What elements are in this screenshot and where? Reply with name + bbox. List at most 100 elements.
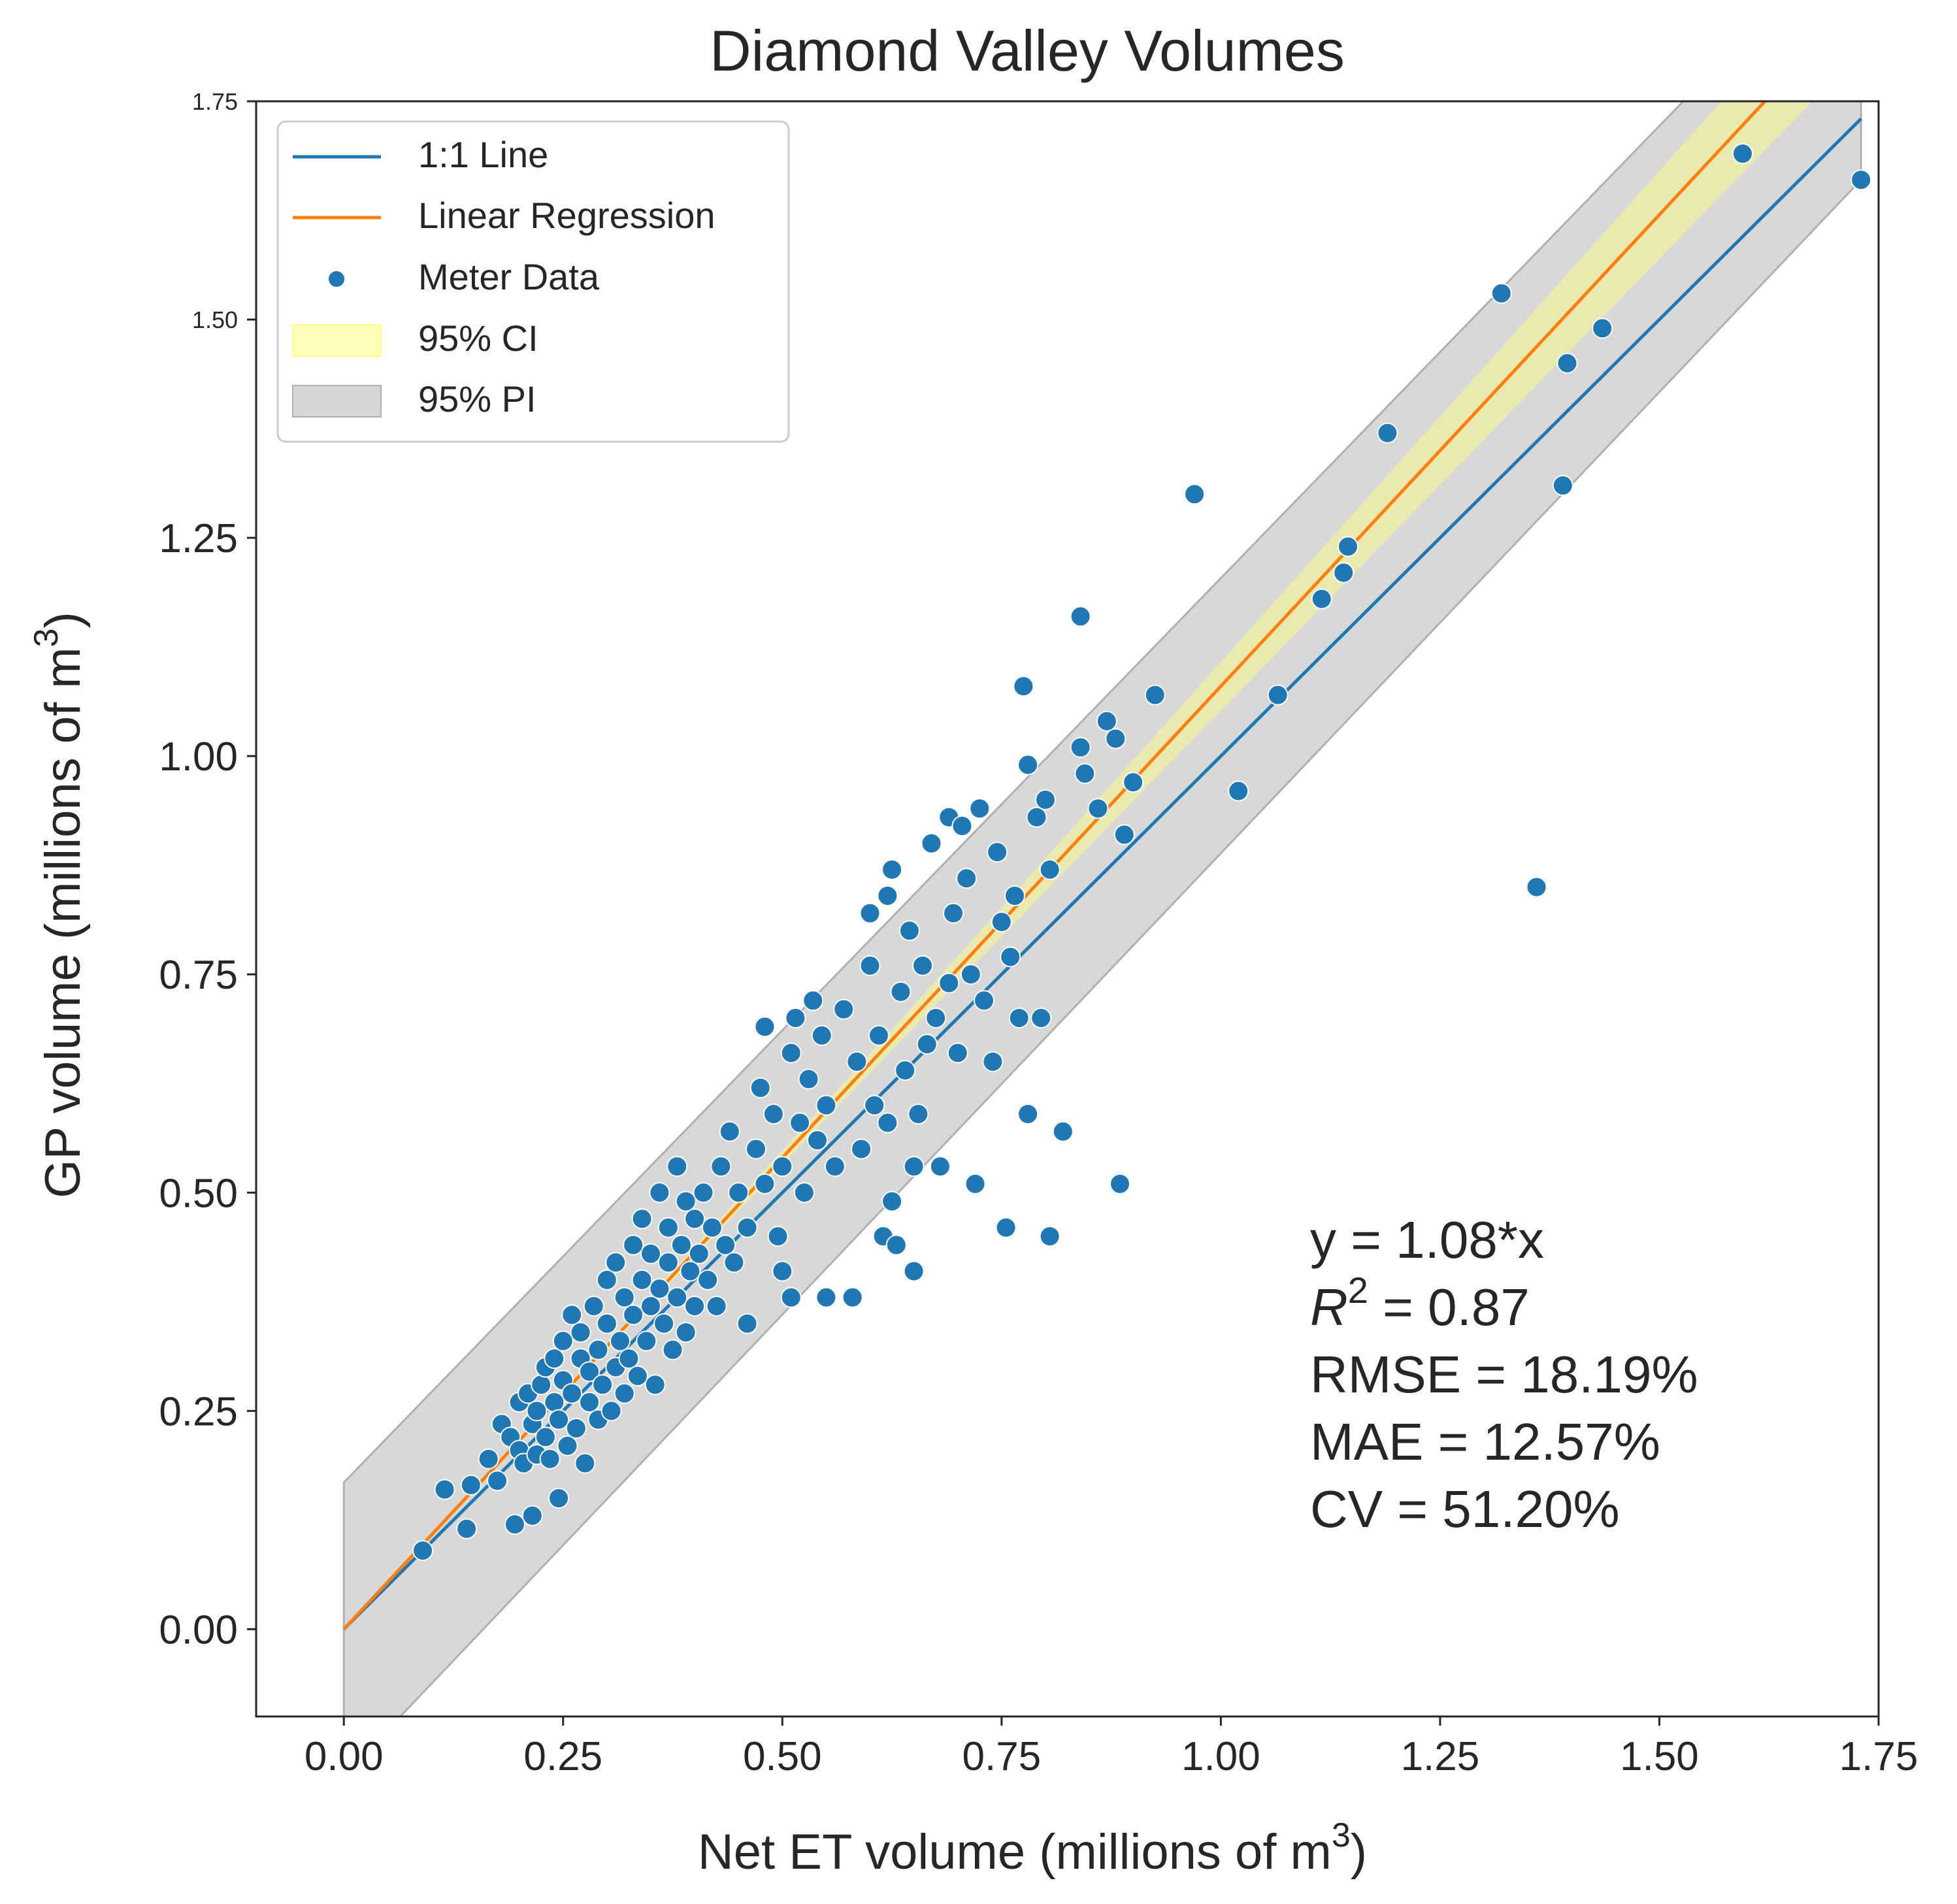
meter-data-point bbox=[995, 1217, 1017, 1238]
meter-data-point bbox=[688, 1243, 710, 1264]
meter-data-point bbox=[947, 1042, 968, 1064]
meter-data-point bbox=[649, 1278, 670, 1300]
meter-data-point bbox=[487, 1470, 508, 1492]
x-tick-label: 1.50 bbox=[1620, 1734, 1699, 1779]
meter-data-point bbox=[1228, 780, 1249, 802]
x-tick-label: 0.75 bbox=[962, 1734, 1042, 1779]
y-tick-label: 0.75 bbox=[159, 953, 238, 998]
meter-data-point bbox=[640, 1295, 661, 1317]
equation-text: y = 1.08*x bbox=[1310, 1211, 1544, 1269]
meter-data-point bbox=[478, 1448, 499, 1469]
meter-data-point bbox=[614, 1383, 635, 1404]
meter-data-point bbox=[736, 1313, 758, 1334]
meter-data-point bbox=[890, 981, 912, 1002]
meter-data-point bbox=[662, 1339, 683, 1360]
meter-data-point bbox=[570, 1322, 591, 1343]
rmse-text: RMSE = 18.19% bbox=[1310, 1345, 1698, 1403]
meter-data-point bbox=[1144, 684, 1166, 706]
meter-data-point bbox=[1526, 876, 1547, 898]
chart-title: Diamond Valley Volumes bbox=[710, 18, 1345, 83]
cv-text: CV = 51.20% bbox=[1310, 1480, 1620, 1538]
r-squared-text: R2 = 0.87 bbox=[1310, 1270, 1530, 1336]
meter-data-point bbox=[877, 1112, 898, 1134]
meter-data-point bbox=[574, 1453, 596, 1474]
meter-data-point bbox=[552, 1330, 574, 1352]
meter-data-point bbox=[640, 1243, 661, 1264]
y-tick-label: 0.00 bbox=[159, 1607, 238, 1652]
meter-data-point bbox=[749, 1077, 771, 1098]
meter-data-point bbox=[1034, 789, 1056, 810]
meter-data-point bbox=[684, 1208, 706, 1230]
meter-data-point bbox=[969, 798, 991, 819]
meter-data-point bbox=[666, 1287, 688, 1308]
meter-data-point bbox=[1052, 1121, 1074, 1142]
meter-data-point bbox=[623, 1304, 644, 1326]
meter-data-point bbox=[824, 1156, 846, 1177]
meter-data-point bbox=[785, 1008, 806, 1029]
meter-data-point bbox=[596, 1269, 617, 1290]
meter-data-point bbox=[557, 1435, 578, 1456]
meter-data-point bbox=[851, 1138, 872, 1160]
meter-data-point bbox=[921, 832, 942, 854]
plot-area bbox=[342, 101, 1872, 1716]
meter-data-point bbox=[881, 1190, 903, 1212]
meter-data-point bbox=[754, 1016, 776, 1038]
meter-data-point bbox=[579, 1361, 600, 1383]
meter-data-point bbox=[1074, 763, 1096, 784]
meter-data-point bbox=[670, 1234, 692, 1256]
meter-data-point bbox=[1017, 754, 1039, 776]
x-axis-label: Net ET volume (millions of m3) bbox=[698, 1816, 1367, 1880]
meter-data-point bbox=[544, 1348, 565, 1370]
meter-data-point bbox=[631, 1269, 653, 1290]
meter-data-point bbox=[1732, 143, 1753, 165]
meter-data-point bbox=[746, 1138, 767, 1160]
meter-data-point bbox=[618, 1348, 640, 1370]
meter-data-point bbox=[627, 1365, 648, 1387]
meter-data-point bbox=[1030, 1008, 1052, 1029]
meter-data-point bbox=[1070, 606, 1091, 627]
meter-data-point bbox=[1592, 318, 1613, 339]
meter-data-point bbox=[600, 1400, 622, 1422]
meter-data-point bbox=[609, 1330, 631, 1352]
meter-data-point bbox=[903, 1260, 925, 1282]
meter-data-point bbox=[596, 1313, 617, 1334]
meter-data-point bbox=[657, 1217, 679, 1238]
meter-data-point bbox=[644, 1374, 666, 1396]
meter-data-point bbox=[693, 1182, 714, 1204]
y-axis-ticks: 0.00 0.25 0.50 0.75 1.00 1.25 1.50 1.75 bbox=[159, 88, 256, 1652]
meter-data-point bbox=[680, 1260, 701, 1282]
meter-data-point bbox=[697, 1269, 719, 1290]
meter-data-point bbox=[456, 1518, 478, 1539]
meter-data-point bbox=[859, 902, 881, 924]
meter-data-point bbox=[1552, 474, 1573, 496]
y-tick-label: 0.50 bbox=[159, 1171, 238, 1216]
meter-data-point bbox=[539, 1448, 561, 1469]
axes-frame bbox=[255, 100, 1880, 1718]
meter-data-point bbox=[938, 972, 960, 994]
legend-label-95-ci: 95% CI bbox=[418, 318, 538, 359]
meter-data-point bbox=[846, 1051, 868, 1072]
meter-data-point bbox=[531, 1374, 552, 1396]
y-tick-label: 0.25 bbox=[159, 1389, 238, 1434]
meter-data-point bbox=[1311, 588, 1332, 610]
meter-data-point bbox=[1556, 352, 1578, 374]
meter-data-point bbox=[666, 1156, 688, 1177]
meter-data-point bbox=[895, 1060, 916, 1081]
meter-data-point bbox=[728, 1182, 749, 1204]
meter-data-point bbox=[877, 885, 898, 906]
meter-data-point bbox=[521, 1505, 543, 1526]
meter-data-point bbox=[723, 1252, 745, 1273]
meter-data-point bbox=[916, 1034, 938, 1055]
meter-data-point bbox=[579, 1391, 600, 1413]
meter-data-point bbox=[815, 1287, 837, 1308]
y-tick-label: 1.00 bbox=[159, 734, 238, 780]
meter-data-point bbox=[1267, 684, 1289, 706]
meter-data-point bbox=[1105, 728, 1127, 749]
meter-data-point bbox=[793, 1182, 815, 1204]
meter-data-point bbox=[534, 1426, 556, 1448]
meter-data-point bbox=[898, 920, 920, 942]
meter-data-point bbox=[548, 1487, 570, 1509]
meter-data-point bbox=[587, 1339, 609, 1360]
meter-data-point bbox=[925, 1008, 947, 1029]
